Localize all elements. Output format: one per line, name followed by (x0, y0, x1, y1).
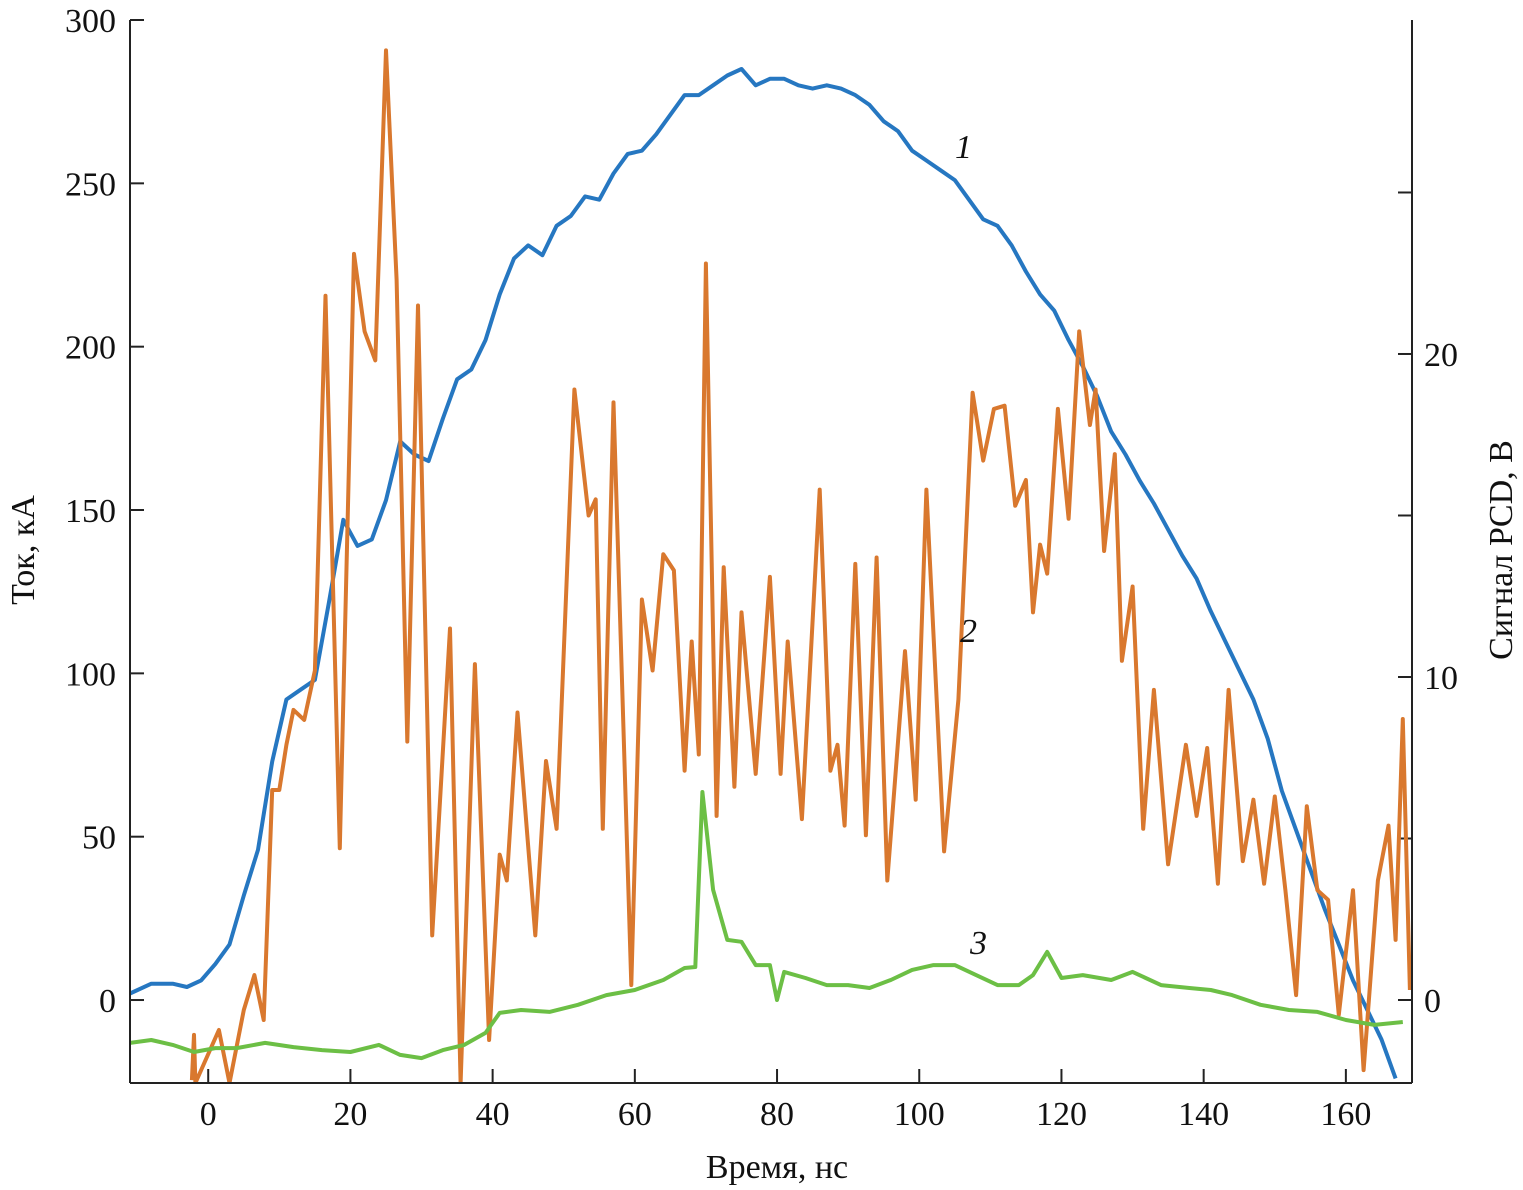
x-tick-label: 140 (1178, 1096, 1229, 1133)
x-axis-label: Время, нс (706, 1149, 848, 1186)
y-tick-label: 250 (65, 166, 116, 203)
x-tick-label: 60 (618, 1096, 652, 1133)
y-axis-label: Ток, кА (5, 495, 42, 605)
x-tick-label: 120 (1036, 1096, 1087, 1133)
series-label: 2 (960, 613, 977, 650)
data-line (189, 48, 1412, 1083)
y2-tick-label: 20 (1424, 337, 1458, 374)
x-tick-label: 100 (894, 1096, 945, 1133)
y-tick-label: 150 (65, 493, 116, 530)
plot-area (130, 48, 1412, 1083)
y-tick-label: 300 (65, 3, 116, 40)
data-line (130, 790, 1404, 1061)
y2-tick-label: 10 (1424, 660, 1458, 697)
y2-tick-label: 0 (1424, 983, 1441, 1020)
y2-axis-label: Сигнал PCD, В (1483, 440, 1520, 660)
x-tick-label: 160 (1320, 1096, 1371, 1133)
y-tick-label: 100 (65, 656, 116, 693)
x-tick-label: 40 (476, 1096, 510, 1133)
data-line (130, 67, 1398, 1080)
x-tick-label: 20 (333, 1096, 367, 1133)
y-tick-label: 0 (99, 983, 116, 1020)
x-tick-label: 80 (760, 1096, 794, 1133)
y-tick-label: 200 (65, 330, 116, 367)
axes: 0 20 40 60 80 100 120 140 1600501001502002503000… (65, 3, 1458, 1133)
series-label: 1 (955, 129, 972, 166)
x-tick-label: 0 (200, 1096, 217, 1133)
series-label: 3 (969, 925, 987, 962)
y-tick-label: 50 (82, 820, 116, 857)
